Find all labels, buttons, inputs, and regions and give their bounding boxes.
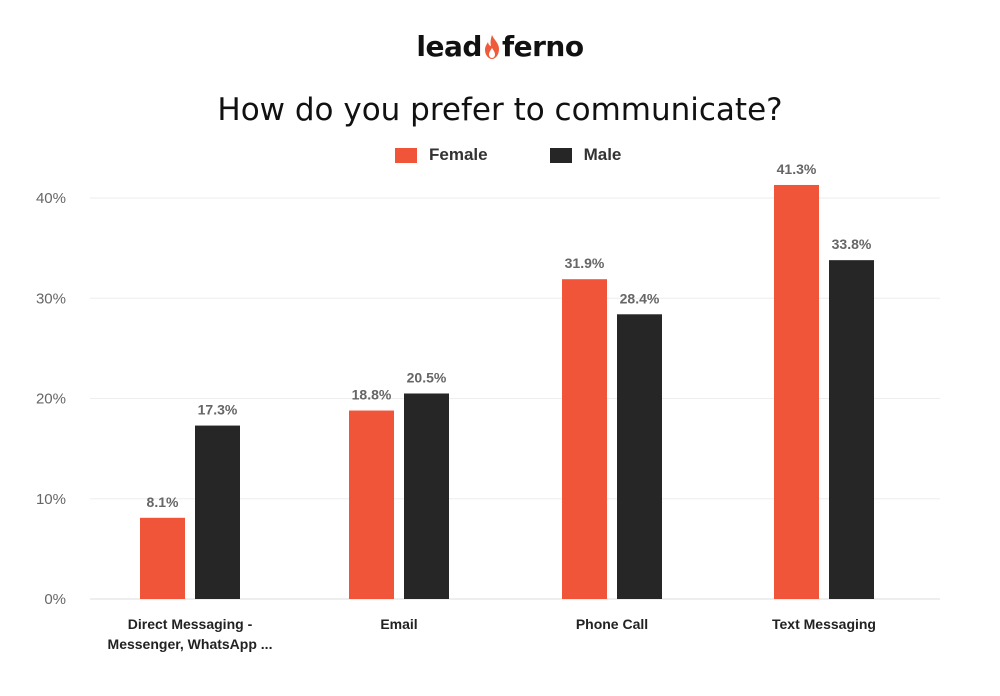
data-label: 41.3% xyxy=(777,161,817,177)
y-tick-label: 30% xyxy=(36,290,66,307)
data-label: 28.4% xyxy=(620,290,660,306)
x-category-label: Email xyxy=(380,616,417,632)
chart-legend: Female Male xyxy=(395,144,683,166)
y-tick-label: 0% xyxy=(44,591,66,608)
legend-swatch-male xyxy=(549,147,572,163)
data-label: 20.5% xyxy=(407,369,447,385)
legend-label-male: Male xyxy=(583,145,622,164)
data-label: 31.9% xyxy=(565,255,605,271)
y-tick-label: 20% xyxy=(36,391,66,408)
chart-title: How do you prefer to communicate? xyxy=(217,92,783,128)
bar-female xyxy=(562,279,607,599)
legend-item-male: Male xyxy=(549,145,622,165)
data-label: 33.8% xyxy=(832,236,872,252)
bar-male xyxy=(404,393,449,599)
logo-text-ferno: ferno xyxy=(501,30,584,63)
bar-male xyxy=(829,260,874,599)
x-category-label: Phone Call xyxy=(576,616,648,632)
flame-icon xyxy=(484,35,499,59)
data-label: 8.1% xyxy=(147,494,179,510)
logo-text-lead: lead xyxy=(416,30,482,63)
bar-female xyxy=(349,410,394,599)
leadferno-logo: lead ferno xyxy=(0,30,1000,63)
data-label: 18.8% xyxy=(352,387,392,403)
bar-male xyxy=(617,314,662,599)
bar-male xyxy=(195,425,240,599)
bar-female xyxy=(774,184,819,599)
legend-swatch-female xyxy=(395,147,417,163)
y-tick-label: 40% xyxy=(36,190,66,207)
legend-item-female: Female xyxy=(395,145,488,165)
data-label: 17.3% xyxy=(198,402,238,418)
x-category-label: Text Messaging xyxy=(772,616,876,632)
bar-female xyxy=(140,517,185,599)
x-category-label: Direct Messaging -Messenger, WhatsApp ..… xyxy=(108,616,273,652)
y-tick-label: 10% xyxy=(36,491,66,508)
legend-label-female: Female xyxy=(429,145,488,164)
